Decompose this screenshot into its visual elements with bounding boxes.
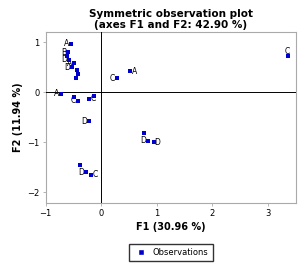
Point (74, 68, 79, 73)
Point (141, 131, 146, 136)
X-axis label: F1 (30.96 %): F1 (30.96 %) (136, 222, 206, 232)
Text: D: D (140, 136, 146, 146)
Point (83, 170, 88, 175)
Text: D: D (64, 63, 70, 72)
Text: C: C (71, 96, 76, 106)
Point (87, 119, 92, 124)
Text: D: D (62, 55, 68, 65)
Text: C: C (285, 47, 290, 56)
Text: A: A (66, 59, 72, 68)
Text: C: C (109, 74, 114, 83)
Text: C: C (93, 170, 98, 180)
Point (87, 97, 92, 101)
Point (78, 163, 83, 167)
Point (73, 76, 78, 80)
Text: D: D (82, 117, 88, 126)
Text: B: B (61, 48, 66, 57)
Text: D: D (155, 138, 160, 147)
Text: A: A (131, 67, 137, 76)
Text: C: C (90, 94, 95, 103)
Point (66, 50, 70, 55)
Text: A: A (54, 89, 59, 99)
Point (76, 72, 81, 76)
Point (89, 173, 94, 177)
Point (151, 140, 156, 145)
Text: D: D (78, 168, 84, 177)
Point (67, 58, 72, 62)
Point (70, 65, 74, 70)
Y-axis label: F2 (11.94 %): F2 (11.94 %) (13, 83, 23, 152)
Point (64, 54, 69, 58)
Point (145, 139, 150, 143)
Point (92, 94, 97, 98)
Point (76, 99, 81, 103)
Point (285, 54, 290, 59)
Text: A: A (64, 39, 70, 48)
Point (128, 69, 133, 74)
Point (58, 92, 63, 96)
Title: Symmetric observation plot
(axes F1 and F2: 42.90 %): Symmetric observation plot (axes F1 and … (89, 9, 253, 30)
Point (114, 76, 119, 80)
Point (71, 61, 76, 66)
Point (68, 42, 73, 46)
Point (71, 95, 76, 100)
Legend: Observations: Observations (129, 244, 213, 261)
